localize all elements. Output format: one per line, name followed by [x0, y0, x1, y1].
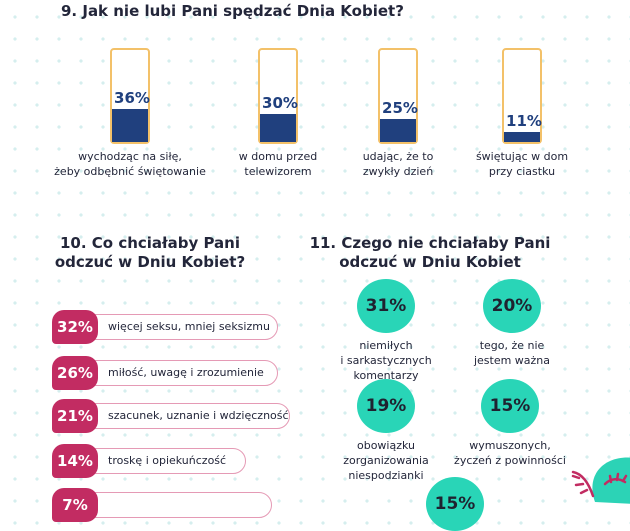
- row-pill: [66, 314, 278, 340]
- circle-category-label-line: i sarkastycznych: [340, 354, 432, 367]
- bar-outline: 36%: [110, 48, 150, 144]
- bar-category-label-line: zwykły dzień: [362, 165, 434, 178]
- value-circle: 19%: [357, 379, 415, 433]
- circle-category-label: tego, że nie jestem ważna: [437, 338, 587, 368]
- value-circle: 15%: [426, 477, 484, 531]
- circle-category-label-line: komentarzy: [353, 369, 419, 382]
- bar-category-label-line: przy ciastku: [488, 165, 556, 178]
- bar: [504, 132, 540, 142]
- value-badge: 21%: [52, 399, 98, 433]
- q11-title: 11. Czego nie chciałaby Pani odczuć w Dn…: [305, 234, 555, 272]
- bar-outline: 30%: [258, 48, 298, 144]
- circle-category-label: niemiłych i sarkastycznych komentarzy: [311, 338, 461, 383]
- bar: [260, 114, 296, 142]
- circle-category-label-line: wymuszonych,: [469, 439, 551, 452]
- bar-category-label-line: telewizorem: [244, 165, 312, 178]
- bar-value-label: 30%: [262, 94, 298, 112]
- value-badge: 14%: [52, 444, 98, 478]
- circle-category-label-line: niespodzianki: [348, 469, 424, 482]
- value-badge: 7%: [52, 488, 98, 522]
- q11-title-line-2: odczuć w Dniu Kobiet: [339, 253, 521, 271]
- value-circle: 15%: [481, 379, 539, 433]
- bar-outline: 11%: [502, 48, 542, 144]
- circle-category-label-line: zorganizowania: [343, 454, 429, 467]
- bar-category-label-line: żeby odbębnić świętowanie: [54, 165, 206, 178]
- q11-title-line-1: 11. Czego nie chciałaby Pani: [309, 234, 551, 252]
- bar-category-label-line: świętując w dom: [475, 150, 569, 163]
- row-category-label: więcej seksu, mniej seksizmu: [108, 320, 270, 333]
- bar-category-label: wychodząc na siłę, żeby odbębnić świętowa…: [50, 149, 210, 179]
- row-category-label: szacunek, uznanie i wdzięczność: [108, 409, 289, 422]
- bar-value-label: 36%: [114, 89, 150, 107]
- bar-value-label: 25%: [382, 99, 418, 117]
- bar: [112, 109, 148, 142]
- row-category-label: troskę i opiekuńczość: [108, 454, 227, 467]
- row-pill: [66, 403, 290, 429]
- bar-category-label: w domu przed telewizorem: [198, 149, 358, 179]
- bar-outline: 25%: [378, 48, 418, 144]
- circle-category-label-line: tego, że nie: [479, 339, 545, 352]
- bar-category-label: świętując w dom przy ciastku: [442, 149, 602, 179]
- value-circle: 20%: [483, 279, 541, 333]
- q10-title: 10. Co chciałaby Pani odczuć w Dniu Kobi…: [40, 234, 260, 272]
- circle-category-label-line: niemiłych: [359, 339, 413, 352]
- bar-category-label-line: udając, że to: [362, 150, 434, 163]
- circle-category-label: wymuszonych, życzeń z powinności: [435, 438, 585, 468]
- value-badge: 32%: [52, 310, 98, 344]
- value-circle: 31%: [357, 279, 415, 333]
- circle-category-label-line: obowiązku: [356, 439, 415, 452]
- row-category-label: miłość, uwagę i zrozumienie: [108, 366, 264, 379]
- bar-category-label: udając, że to zwykły dzień: [318, 149, 478, 179]
- circle-category-label: obowiązku zorganizowania niespodzianki: [311, 438, 461, 483]
- bar: [380, 119, 416, 142]
- bar-category-label-line: wychodząc na siłę,: [78, 150, 182, 163]
- bar-category-label-line: w domu przed: [238, 150, 318, 163]
- leaf-decoration-icon: [571, 457, 630, 504]
- value-badge: 26%: [52, 356, 98, 390]
- q10-title-line-1: 10. Co chciałaby Pani: [59, 234, 240, 252]
- bar-value-label: 11%: [506, 112, 542, 130]
- circle-category-label-line: życzeń z powinności: [454, 454, 566, 467]
- q10-title-line-2: odczuć w Dniu Kobiet?: [54, 253, 246, 271]
- q9-title: 9. Jak nie lubi Pani spędzać Dnia Kobiet…: [61, 2, 404, 20]
- circle-category-label-line: jestem ważna: [473, 354, 551, 367]
